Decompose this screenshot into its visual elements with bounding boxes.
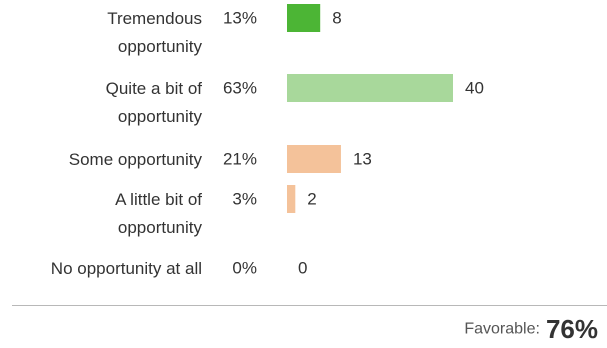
favorable-label: Favorable: — [464, 320, 540, 338]
category-label: Quite a bit of opportunity — [106, 79, 203, 126]
value-label: 8 — [332, 9, 341, 28]
category-label: Some opportunity — [69, 150, 203, 169]
divider — [12, 305, 607, 306]
category-label: A little bit of opportunity — [115, 190, 202, 237]
value-label: 0 — [298, 259, 307, 278]
bar — [287, 74, 453, 102]
percentage-label: 13% — [223, 9, 257, 28]
percentage-label: 0% — [232, 259, 257, 278]
percentage-label: 63% — [223, 79, 257, 98]
favorable-value: 76% — [545, 314, 598, 344]
value-label: 40 — [465, 79, 484, 98]
bar — [287, 185, 296, 213]
chart: Tremendous opportunity 13% 8 Quite a bit of o… — [51, 4, 484, 278]
category-label: No opportunity at all — [51, 259, 202, 278]
value-label: 13 — [353, 150, 372, 169]
value-label: 2 — [307, 190, 316, 209]
favorable-summary: Favorable: 76% — [464, 314, 598, 345]
bar — [287, 145, 341, 173]
percentage-label: 21% — [223, 150, 257, 169]
bar — [287, 4, 321, 32]
percentage-label: 3% — [232, 190, 257, 209]
category-label: Tremendous opportunity — [107, 9, 202, 56]
